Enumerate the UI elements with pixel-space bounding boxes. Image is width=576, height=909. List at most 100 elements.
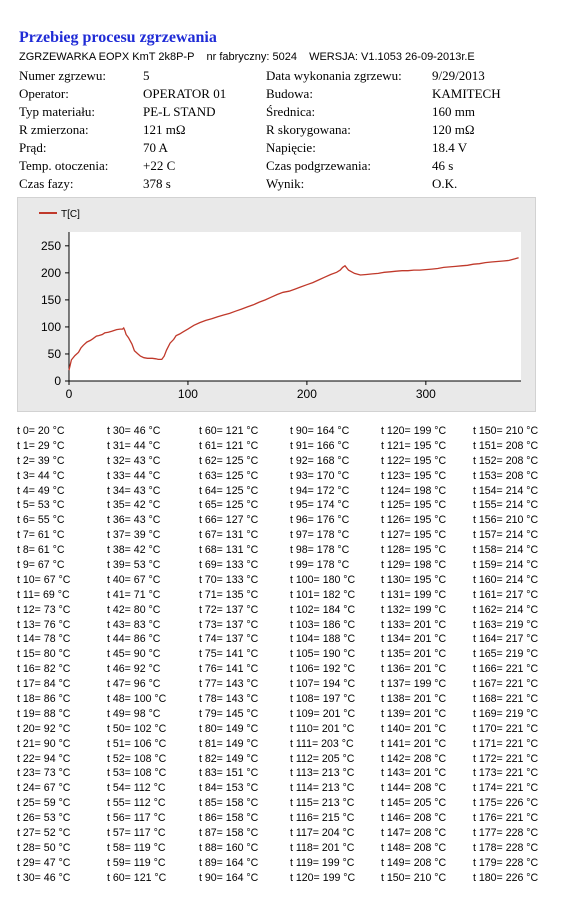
table-cell: t 57= 117 °C: [107, 827, 166, 840]
y-tick-label: 50: [48, 347, 62, 361]
table-cell: t 155= 214 °C: [473, 499, 539, 512]
table-cell: t 53= 108 °C: [107, 767, 167, 780]
table-cell: t 74= 137 °C: [199, 633, 259, 646]
table-cell: t 60= 121 °C: [199, 425, 259, 437]
table-cell: t 109= 201 °C: [290, 707, 356, 720]
table-cell: t 106= 192 °C: [290, 663, 356, 676]
table-cell: t 174= 221 °C: [473, 782, 539, 795]
table-cell: t 162= 214 °C: [473, 603, 539, 616]
table-cell: t 48= 100 °C: [107, 693, 167, 706]
table-column: t 30= 46 °C t 31= 44 °C t 32= 43 °C t 33= 4…: [107, 424, 166, 886]
table-cell: t 29= 47 °C: [17, 856, 71, 869]
temperature-chart: 0 50 100 150 200 250 0 100 200 300 T[C]: [17, 197, 536, 412]
info-value: 46 s: [432, 158, 454, 173]
table-cell: t 41= 71 °C: [107, 588, 161, 601]
table-cell: t 86= 158 °C: [199, 812, 259, 825]
table-cell: t 108= 197 °C: [290, 693, 356, 706]
table-cell: t 157= 214 °C: [473, 529, 539, 542]
table-cell: t 110= 201 °C: [290, 722, 355, 735]
table-cell: t 72= 137 °C: [199, 603, 259, 616]
table-cell: t 89= 164 °C: [199, 856, 259, 869]
table-cell: t 77= 143 °C: [199, 678, 259, 691]
table-cell: t 1= 29 °C: [17, 439, 65, 452]
table-cell: t 112= 205 °C: [290, 752, 355, 765]
report-title: Przebieg procesu zgrzewania: [19, 29, 217, 46]
info-value: KAMITECH: [432, 86, 501, 101]
info-label: R zmierzona:: [19, 122, 89, 137]
table-cell: t 83= 151 °C: [199, 767, 259, 780]
table-cell: t 135= 201 °C: [381, 648, 447, 661]
table-cell: t 20= 92 °C: [17, 722, 71, 735]
table-cell: t 145= 205 °C: [381, 797, 447, 810]
info-label: R skorygowana:: [266, 122, 351, 137]
table-cell: t 85= 158 °C: [199, 797, 259, 810]
table-cell: t 59= 119 °C: [107, 856, 166, 869]
table-cell: t 42= 80 °C: [107, 603, 161, 616]
table-cell: t 31= 44 °C: [107, 439, 161, 452]
table-cell: t 104= 188 °C: [290, 633, 356, 646]
info-value: O.K.: [432, 176, 458, 191]
table-cell: t 35= 42 °C: [107, 499, 161, 512]
info-label: Napięcie:: [266, 140, 316, 155]
x-tick-label: 200: [297, 387, 317, 401]
table-cell: t 170= 221 °C: [473, 722, 539, 735]
table-cell: t 132= 199 °C: [381, 603, 447, 616]
table-cell: t 71= 135 °C: [199, 588, 259, 601]
table-cell: t 78= 143 °C: [199, 693, 259, 706]
table-cell: t 146= 208 °C: [381, 812, 447, 825]
table-cell: t 138= 201 °C: [381, 693, 447, 706]
table-cell: t 21= 90 °C: [17, 737, 71, 750]
info-value: PE-L STAND: [143, 104, 216, 119]
info-value: 70 A: [143, 140, 168, 155]
x-tick-label: 0: [66, 387, 73, 401]
table-cell: t 8= 61 °C: [17, 544, 65, 557]
info-value: 5: [143, 68, 150, 83]
y-tick-label: 0: [54, 374, 61, 388]
info-label: Typ materiału:: [19, 104, 95, 119]
table-cell: t 24= 67 °C: [17, 782, 71, 795]
table-cell: t 156= 210 °C: [473, 514, 539, 527]
table-cell: t 38= 42 °C: [107, 544, 161, 557]
table-cell: t 50= 102 °C: [107, 722, 167, 735]
table-cell: t 55= 112 °C: [107, 797, 166, 810]
table-cell: t 150= 210 °C: [381, 871, 447, 884]
table-cell: t 102= 184 °C: [290, 603, 356, 616]
temperature-chart-svg: 0 50 100 150 200 250 0 100 200 300 T[C]: [39, 209, 521, 401]
table-cell: t 25= 59 °C: [17, 797, 71, 810]
table-cell: t 175= 226 °C: [473, 797, 539, 810]
table-cell: t 70= 133 °C: [199, 573, 259, 586]
table-cell: t 0= 20 °C: [17, 425, 65, 437]
table-cell: t 47= 96 °C: [107, 678, 161, 691]
table-cell: t 98= 178 °C: [290, 544, 350, 557]
table-cell: t 7= 61 °C: [17, 529, 65, 542]
table-cell: t 178= 228 °C: [473, 841, 539, 854]
table-cell: t 148= 208 °C: [381, 841, 447, 854]
table-cell: t 120= 199 °C: [290, 871, 356, 884]
table-cell: t 117= 204 °C: [290, 827, 355, 840]
info-label: Budowa:: [266, 86, 313, 101]
table-cell: t 114= 213 °C: [290, 782, 355, 795]
series-line: [68, 257, 519, 371]
info-label: Prąd:: [19, 140, 47, 155]
table-cell: t 171= 221 °C: [473, 737, 539, 750]
table-cell: t 30= 46 °C: [107, 425, 161, 437]
table-cell: t 128= 195 °C: [381, 544, 447, 557]
table-cell: t 144= 208 °C: [381, 782, 447, 795]
table-cell: t 80= 149 °C: [199, 722, 259, 735]
table-cell: t 136= 201 °C: [381, 663, 447, 676]
table-cell: t 158= 214 °C: [473, 544, 539, 557]
table-cell: t 13= 76 °C: [17, 618, 71, 631]
table-cell: t 152= 208 °C: [473, 454, 539, 467]
table-cell: t 54= 112 °C: [107, 782, 166, 795]
table-cell: t 52= 108 °C: [107, 752, 167, 765]
table-cell: t 141= 201 °C: [381, 737, 447, 750]
table-cell: t 37= 39 °C: [107, 529, 161, 542]
info-value: +22 C: [143, 158, 176, 173]
table-cell: t 137= 199 °C: [381, 678, 447, 691]
firmware-version: WERSJA: V1.1053 26-09-2013r.E: [309, 51, 475, 63]
table-cell: t 28= 50 °C: [17, 841, 71, 854]
table-cell: t 131= 199 °C: [381, 588, 447, 601]
table-cell: t 34= 43 °C: [107, 484, 161, 497]
info-value: 9/29/2013: [432, 68, 485, 83]
table-cell: t 149= 208 °C: [381, 856, 447, 869]
